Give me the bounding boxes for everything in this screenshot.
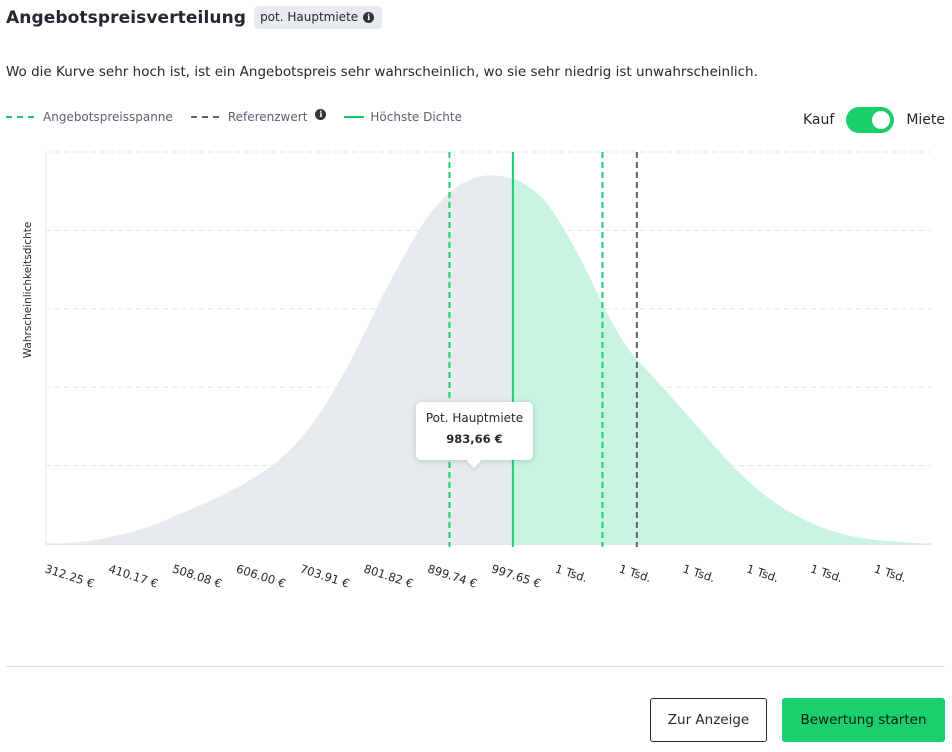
toggle-label-miete[interactable]: Miete <box>906 112 945 128</box>
tooltip-value: 983,66 € <box>446 432 503 446</box>
x-tick-label: 899.74 € <box>426 562 479 591</box>
peak-tooltip: Pot. Hauptmiete 983,66 € <box>416 402 533 460</box>
x-tick-label: 312.25 € <box>43 562 96 591</box>
header: Angebotspreisverteilung pot. Hauptmiete … <box>6 6 383 29</box>
x-tick-label: 1 Tsd. <box>553 562 589 586</box>
reference-line-swatch <box>190 116 219 118</box>
peak-line-swatch <box>344 116 365 118</box>
x-tick-label: 1 Tsd. <box>872 562 908 586</box>
toggle-label-kauf[interactable]: Kauf <box>802 112 835 128</box>
mode-badge-label: pot. Hauptmiete <box>260 10 359 24</box>
bewertung-starten-button[interactable]: Bewertung starten <box>782 698 945 742</box>
x-tick-label: 1 Tsd. <box>745 562 781 586</box>
zur-anzeige-button[interactable]: Zur Anzeige <box>650 698 767 742</box>
legend-item-range: Angebotspreisspanne <box>6 110 173 124</box>
x-tick-label: 1 Tsd. <box>681 562 717 586</box>
x-tick-label: 508.08 € <box>171 562 224 591</box>
y-axis-label: Wahrscheinlichkeitsdichte <box>22 222 34 359</box>
legend-label-reference: Referenzwert <box>227 110 308 124</box>
chart-legend: Angebotspreisspanne Referenzwert i Höchs… <box>6 108 480 124</box>
kauf-miete-toggle-group: Kauf Miete <box>803 107 945 133</box>
legend-label-range: Angebotspreisspanne <box>43 110 173 124</box>
info-icon[interactable]: i <box>363 11 375 23</box>
density-chart: Wahrscheinlichkeitsdichte 312.25 € 410.17 … <box>22 151 931 591</box>
x-tick-label: 606.00 € <box>234 562 287 591</box>
chart-description: Wo die Kurve sehr hoch ist, ist ein Ange… <box>6 64 758 80</box>
footer-divider <box>6 666 945 667</box>
kauf-miete-toggle[interactable] <box>846 107 895 133</box>
x-tick-label: 703.91 € <box>298 562 351 591</box>
range-line-swatch <box>6 116 34 118</box>
toggle-knob <box>872 111 891 129</box>
density-area-below-peak <box>46 175 513 544</box>
reference-info-icon[interactable]: i <box>315 108 327 120</box>
legend-item-peak: Höchste Dichte <box>344 110 462 124</box>
x-tick-label: 997.65 € <box>490 562 543 591</box>
legend-label-peak: Höchste Dichte <box>370 110 462 124</box>
legend-item-reference: Referenzwert i <box>190 108 327 124</box>
x-tick-label: 1 Tsd. <box>617 562 653 586</box>
tooltip-label: Pot. Hauptmiete <box>425 411 524 425</box>
density-area-above-peak <box>512 178 931 544</box>
x-tick-label: 801.82 € <box>362 562 415 591</box>
mode-badge: pot. Hauptmiete i <box>254 6 383 29</box>
x-tick-label: 1 Tsd. <box>809 562 845 586</box>
page-title: Angebotspreisverteilung <box>6 7 247 28</box>
x-tick-label: 410.17 € <box>107 562 160 591</box>
